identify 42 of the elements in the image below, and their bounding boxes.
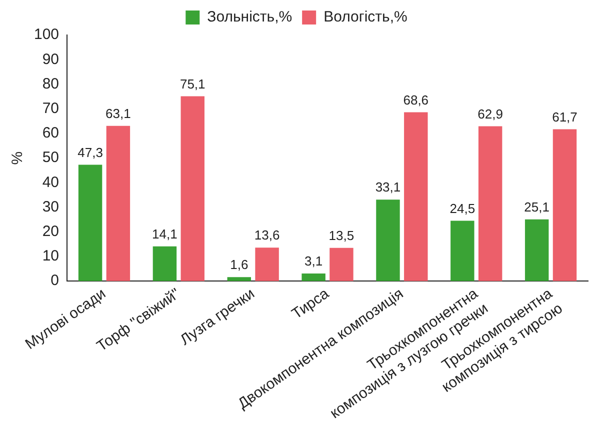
y-tick-label: 30 bbox=[42, 198, 60, 216]
data-label: 68,6 bbox=[403, 92, 429, 108]
y-tick-label: 90 bbox=[42, 50, 60, 68]
data-label: 62,9 bbox=[478, 106, 503, 122]
y-tick-label: 50 bbox=[42, 149, 60, 166]
data-label: 1,6 bbox=[230, 257, 248, 272]
bar bbox=[180, 96, 204, 282]
bar bbox=[552, 129, 577, 282]
bar bbox=[330, 248, 354, 282]
y-tick-label: 100 bbox=[34, 26, 60, 44]
data-label: 24,5 bbox=[450, 200, 476, 216]
y-tick-label: 70 bbox=[42, 100, 60, 117]
bar bbox=[227, 277, 251, 282]
data-label: 25,1 bbox=[524, 199, 550, 214]
bar bbox=[524, 219, 549, 282]
bar bbox=[302, 273, 326, 282]
data-label: 13,6 bbox=[254, 228, 280, 243]
data-label: 47,3 bbox=[78, 144, 103, 160]
data-label: 75,1 bbox=[180, 76, 206, 92]
data-label: 14,1 bbox=[152, 226, 178, 242]
y-tick-label: 10 bbox=[42, 248, 60, 265]
legend-label: Вологість,% bbox=[324, 8, 408, 26]
y-tick-label: 80 bbox=[42, 75, 60, 92]
data-label: 61,7 bbox=[552, 109, 578, 124]
bar bbox=[152, 246, 177, 282]
data-label: 3,1 bbox=[304, 254, 323, 269]
data-label: 33,1 bbox=[375, 180, 401, 195]
data-label: 13,5 bbox=[328, 228, 354, 243]
y-tick-label: 0 bbox=[50, 272, 60, 290]
y-tick-label: 20 bbox=[42, 223, 60, 240]
bar bbox=[404, 112, 428, 282]
bar bbox=[106, 126, 130, 282]
bar bbox=[450, 220, 474, 282]
y-axis-title: % bbox=[9, 151, 26, 165]
data-label: 63,1 bbox=[106, 106, 131, 121]
bar bbox=[478, 126, 502, 282]
y-tick-label: 60 bbox=[42, 124, 60, 142]
y-tick-label: 40 bbox=[42, 174, 60, 191]
bar bbox=[255, 248, 279, 282]
legend-label: Зольність,% bbox=[207, 8, 292, 26]
bar bbox=[78, 164, 102, 282]
bar bbox=[376, 200, 400, 282]
